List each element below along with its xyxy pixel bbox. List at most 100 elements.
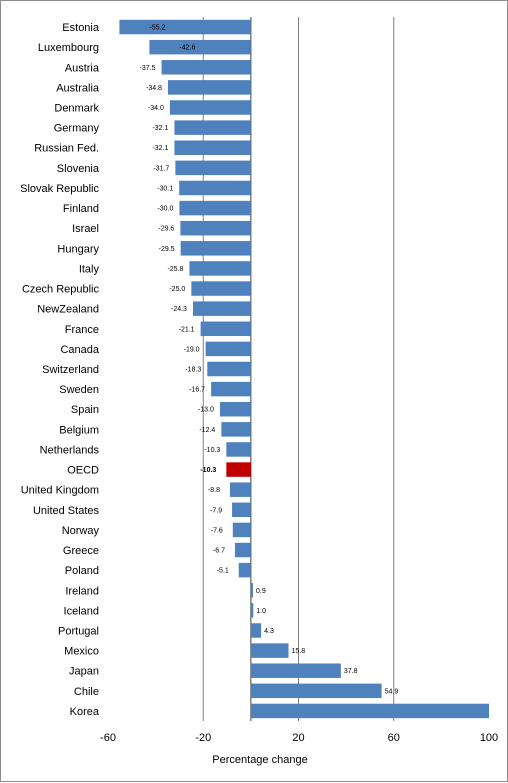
x-tick-label: 60: [388, 732, 400, 744]
category-label: Spain: [71, 404, 99, 416]
category-label: Finland: [63, 203, 99, 215]
x-tick-label: 100: [480, 732, 498, 744]
category-label: Sweden: [59, 384, 99, 396]
bar-slovak-republic: [179, 180, 251, 196]
x-tick-label: 20: [292, 732, 304, 744]
category-label: Germany: [54, 123, 100, 135]
category-label: Hungary: [57, 243, 99, 255]
category-label: Czech Republic: [22, 284, 100, 296]
bar-slovenia: [175, 160, 251, 176]
value-label: -12.4: [199, 427, 215, 434]
value-label: -8.8: [208, 487, 220, 494]
category-label: Chile: [74, 686, 99, 698]
bar-spain: [219, 401, 251, 417]
bar-switzerland: [207, 361, 251, 377]
category-label: Slovak Republic: [20, 183, 99, 195]
value-label: -10.3: [204, 447, 220, 454]
value-label: 0.9: [256, 588, 266, 595]
value-label: -37.5: [140, 65, 156, 72]
value-label: -29.5: [159, 246, 175, 253]
bar-mexico: [250, 643, 289, 658]
category-label: Slovenia: [57, 163, 100, 175]
value-label: -19.0: [184, 346, 200, 353]
category-label: Denmark: [54, 103, 99, 115]
value-label: -7.9: [210, 507, 222, 514]
bar-israel: [180, 220, 251, 236]
value-label: -18.3: [185, 367, 201, 374]
category-label: Estonia: [62, 22, 100, 34]
category-label: France: [65, 324, 99, 336]
bar-portugal: [250, 623, 262, 638]
bar-denmark: [169, 100, 251, 115]
category-label: Switzerland: [42, 364, 99, 376]
category-labels: Estonia Luxembourg Austria Australia Denmark…: [20, 22, 100, 718]
value-label: 54.9: [385, 688, 399, 695]
value-label: -7.6: [211, 527, 223, 534]
value-label: -24.3: [171, 306, 187, 313]
x-tick-labels: -60 -20 20 60 100: [100, 732, 498, 744]
value-label: -34.0: [148, 105, 164, 112]
bar-france: [200, 321, 251, 337]
bar-belgium: [221, 422, 251, 437]
bar-netherlands: [226, 442, 251, 457]
value-label: 4.3: [264, 628, 274, 635]
bar-norway: [232, 522, 251, 538]
category-label: Ireland: [65, 585, 99, 597]
value-label: -30.1: [157, 185, 173, 192]
bar-czech-republic: [191, 281, 251, 296]
value-label: 15.8: [291, 648, 305, 655]
bar-korea: [250, 703, 489, 719]
bar-japan: [250, 663, 341, 678]
bar-italy: [189, 261, 251, 276]
category-label: Iceland: [64, 605, 99, 617]
bar-germany: [174, 120, 251, 135]
bar-estonia: [119, 19, 251, 35]
category-label: Australia: [56, 82, 100, 94]
bar-poland: [238, 562, 251, 578]
bar-newzealand: [193, 301, 251, 316]
category-label: NewZealand: [37, 304, 99, 316]
bar-oecd: [226, 462, 251, 477]
bar-iceland: [250, 603, 254, 618]
bar-canada: [205, 341, 251, 357]
value-label: -25.8: [167, 266, 183, 273]
category-label: Russian Fed.: [34, 143, 99, 155]
x-tick-label: -60: [100, 732, 116, 744]
x-axis-label: Percentage change: [212, 754, 307, 766]
category-label: Canada: [60, 344, 99, 356]
value-label: -30.0: [157, 206, 173, 213]
category-label: Luxembourg: [38, 42, 99, 54]
bar-finland: [179, 200, 251, 216]
category-label: Portugal: [58, 625, 99, 637]
value-label: -34.8: [146, 85, 162, 92]
value-label: -13.0: [198, 407, 214, 414]
bar-luxembourg: [149, 39, 251, 55]
value-label: -25.0: [169, 286, 185, 293]
category-label: Belgium: [59, 424, 99, 436]
category-label: Mexico: [64, 646, 99, 658]
category-label: Japan: [69, 666, 99, 678]
value-label: 1.0: [256, 608, 266, 615]
bar-united-states: [232, 502, 251, 518]
bar-austria: [161, 60, 251, 75]
category-label: Netherlands: [40, 444, 100, 456]
x-tick-label: -20: [195, 732, 211, 744]
bar-greece: [234, 542, 251, 558]
value-label: -31.7: [153, 165, 169, 172]
bar-ireland: [250, 583, 254, 598]
category-label: Norway: [62, 525, 100, 537]
category-label: Greece: [63, 545, 99, 557]
value-label: -32.1: [152, 125, 168, 132]
bar-chile: [250, 683, 382, 699]
value-labels: -55.2 -42.6 -37.5 -34.8 -34.0 -32.1 -32.1 -31.7…: [140, 25, 399, 696]
value-label: -5.1: [217, 568, 229, 575]
value-label: 37.8: [344, 668, 358, 675]
bar-layer: [119, 19, 489, 719]
value-label: -32.1: [152, 145, 168, 152]
value-label: -16.7: [189, 387, 205, 394]
category-label: United States: [33, 505, 100, 517]
value-label: -42.6: [179, 45, 195, 52]
bar-hungary: [180, 241, 251, 256]
